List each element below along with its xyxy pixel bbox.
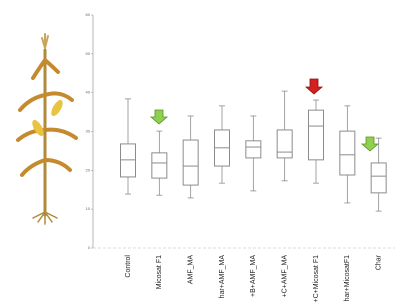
x-tick-label: har+AMF_MA — [219, 255, 226, 299]
y-tick-label: 30 — [86, 129, 91, 134]
x-tick-label: +C+Micosat F1 — [313, 255, 320, 303]
x-tick-label: Control — [125, 255, 132, 278]
box — [246, 141, 261, 158]
y-tick-label: 10 — [86, 206, 91, 211]
x-tick-label: Micosat F1 — [156, 255, 163, 289]
y-tick-label: 20 — [86, 167, 91, 172]
y-tick-label: 0 — [88, 245, 91, 250]
box — [152, 153, 167, 178]
box — [309, 110, 324, 160]
y-tick-label: 50 — [86, 51, 91, 56]
y-tick-label: 40 — [86, 90, 91, 95]
maize-plant — [18, 34, 76, 224]
box — [340, 131, 355, 175]
chart: 0 10 20 30 40 50 60 Control Micosat F1 AMF_MA har+… — [0, 0, 404, 304]
x-tick-label: Char — [376, 254, 383, 270]
x-tick-label: AMF_MA — [188, 255, 195, 285]
box — [371, 163, 386, 193]
box — [183, 140, 198, 185]
y-tick-label: 60 — [86, 12, 91, 17]
x-tick-label: +B+AMF_MA — [250, 255, 257, 297]
box — [121, 144, 136, 177]
x-tick-label: +C+AMF_MA — [282, 255, 289, 298]
x-tick-label: har+MicosatF1 — [344, 255, 351, 302]
box — [277, 130, 292, 158]
